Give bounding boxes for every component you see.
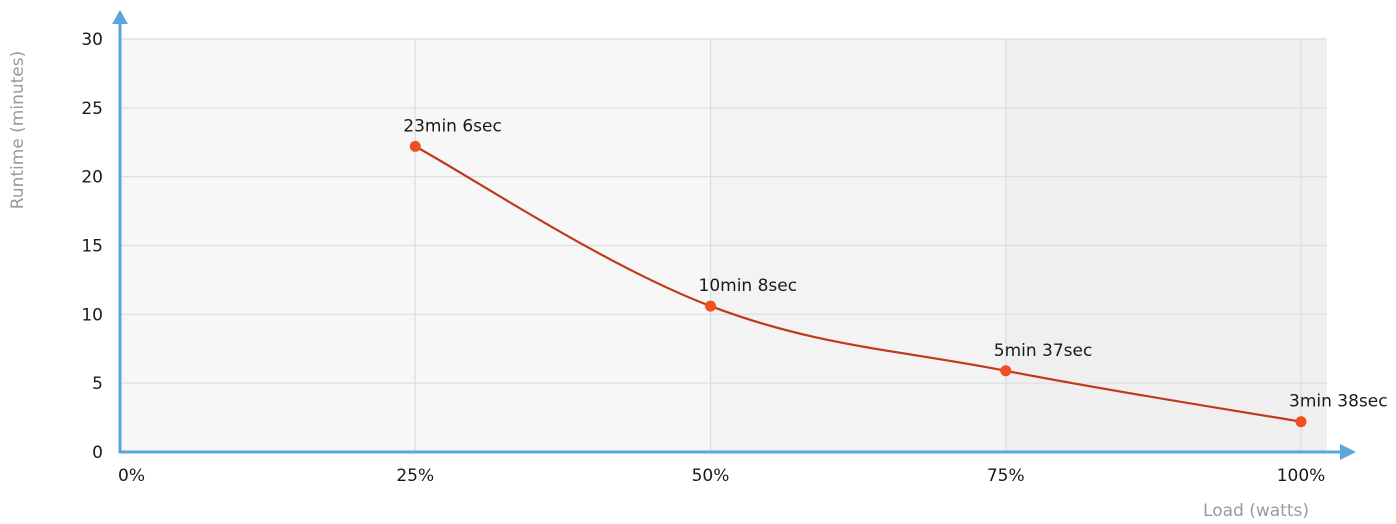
grid-lines	[120, 38, 1327, 452]
x-axis-title: Load (watts)	[1203, 501, 1309, 521]
data-label: 23min 6sec	[403, 116, 502, 136]
axes	[112, 10, 1356, 460]
data-point	[705, 300, 716, 312]
data-label: 3min 38sec	[1289, 392, 1388, 412]
data-point	[1295, 416, 1307, 428]
data-labels: 23min 6sec 10min 8sec 5min 37sec 3min 38sec	[403, 116, 1387, 411]
x-tick-label: 50%	[692, 466, 730, 486]
y-tick-label: 20	[81, 168, 103, 188]
data-point	[1000, 365, 1012, 377]
y-tick-labels: 0 5 10 15 20 25 30	[81, 30, 103, 463]
data-label: 10min 8sec	[699, 276, 798, 296]
y-tick-label: 5	[92, 374, 103, 394]
x-tick-label: 75%	[987, 466, 1025, 486]
data-point	[409, 140, 421, 152]
y-axis-arrow	[112, 10, 128, 24]
data-label: 5min 37sec	[994, 341, 1093, 361]
x-axis-arrow	[1340, 444, 1356, 460]
y-tick-label: 30	[81, 30, 103, 50]
series-line	[414, 145, 1302, 423]
y-tick-label: 0	[92, 443, 103, 463]
x-tick-label: 25%	[396, 466, 434, 486]
x-tick-label: 100%	[1277, 466, 1326, 486]
y-tick-label: 25	[81, 99, 103, 119]
y-tick-label: 10	[81, 305, 103, 325]
x-tick-label: 0%	[118, 466, 145, 486]
y-axis-title: Runtime (minutes)	[8, 51, 28, 210]
y-tick-label: 15	[81, 237, 103, 257]
x-tick-labels: 0% 25% 50% 75% 100%	[118, 466, 1325, 486]
data-points	[409, 140, 1307, 428]
